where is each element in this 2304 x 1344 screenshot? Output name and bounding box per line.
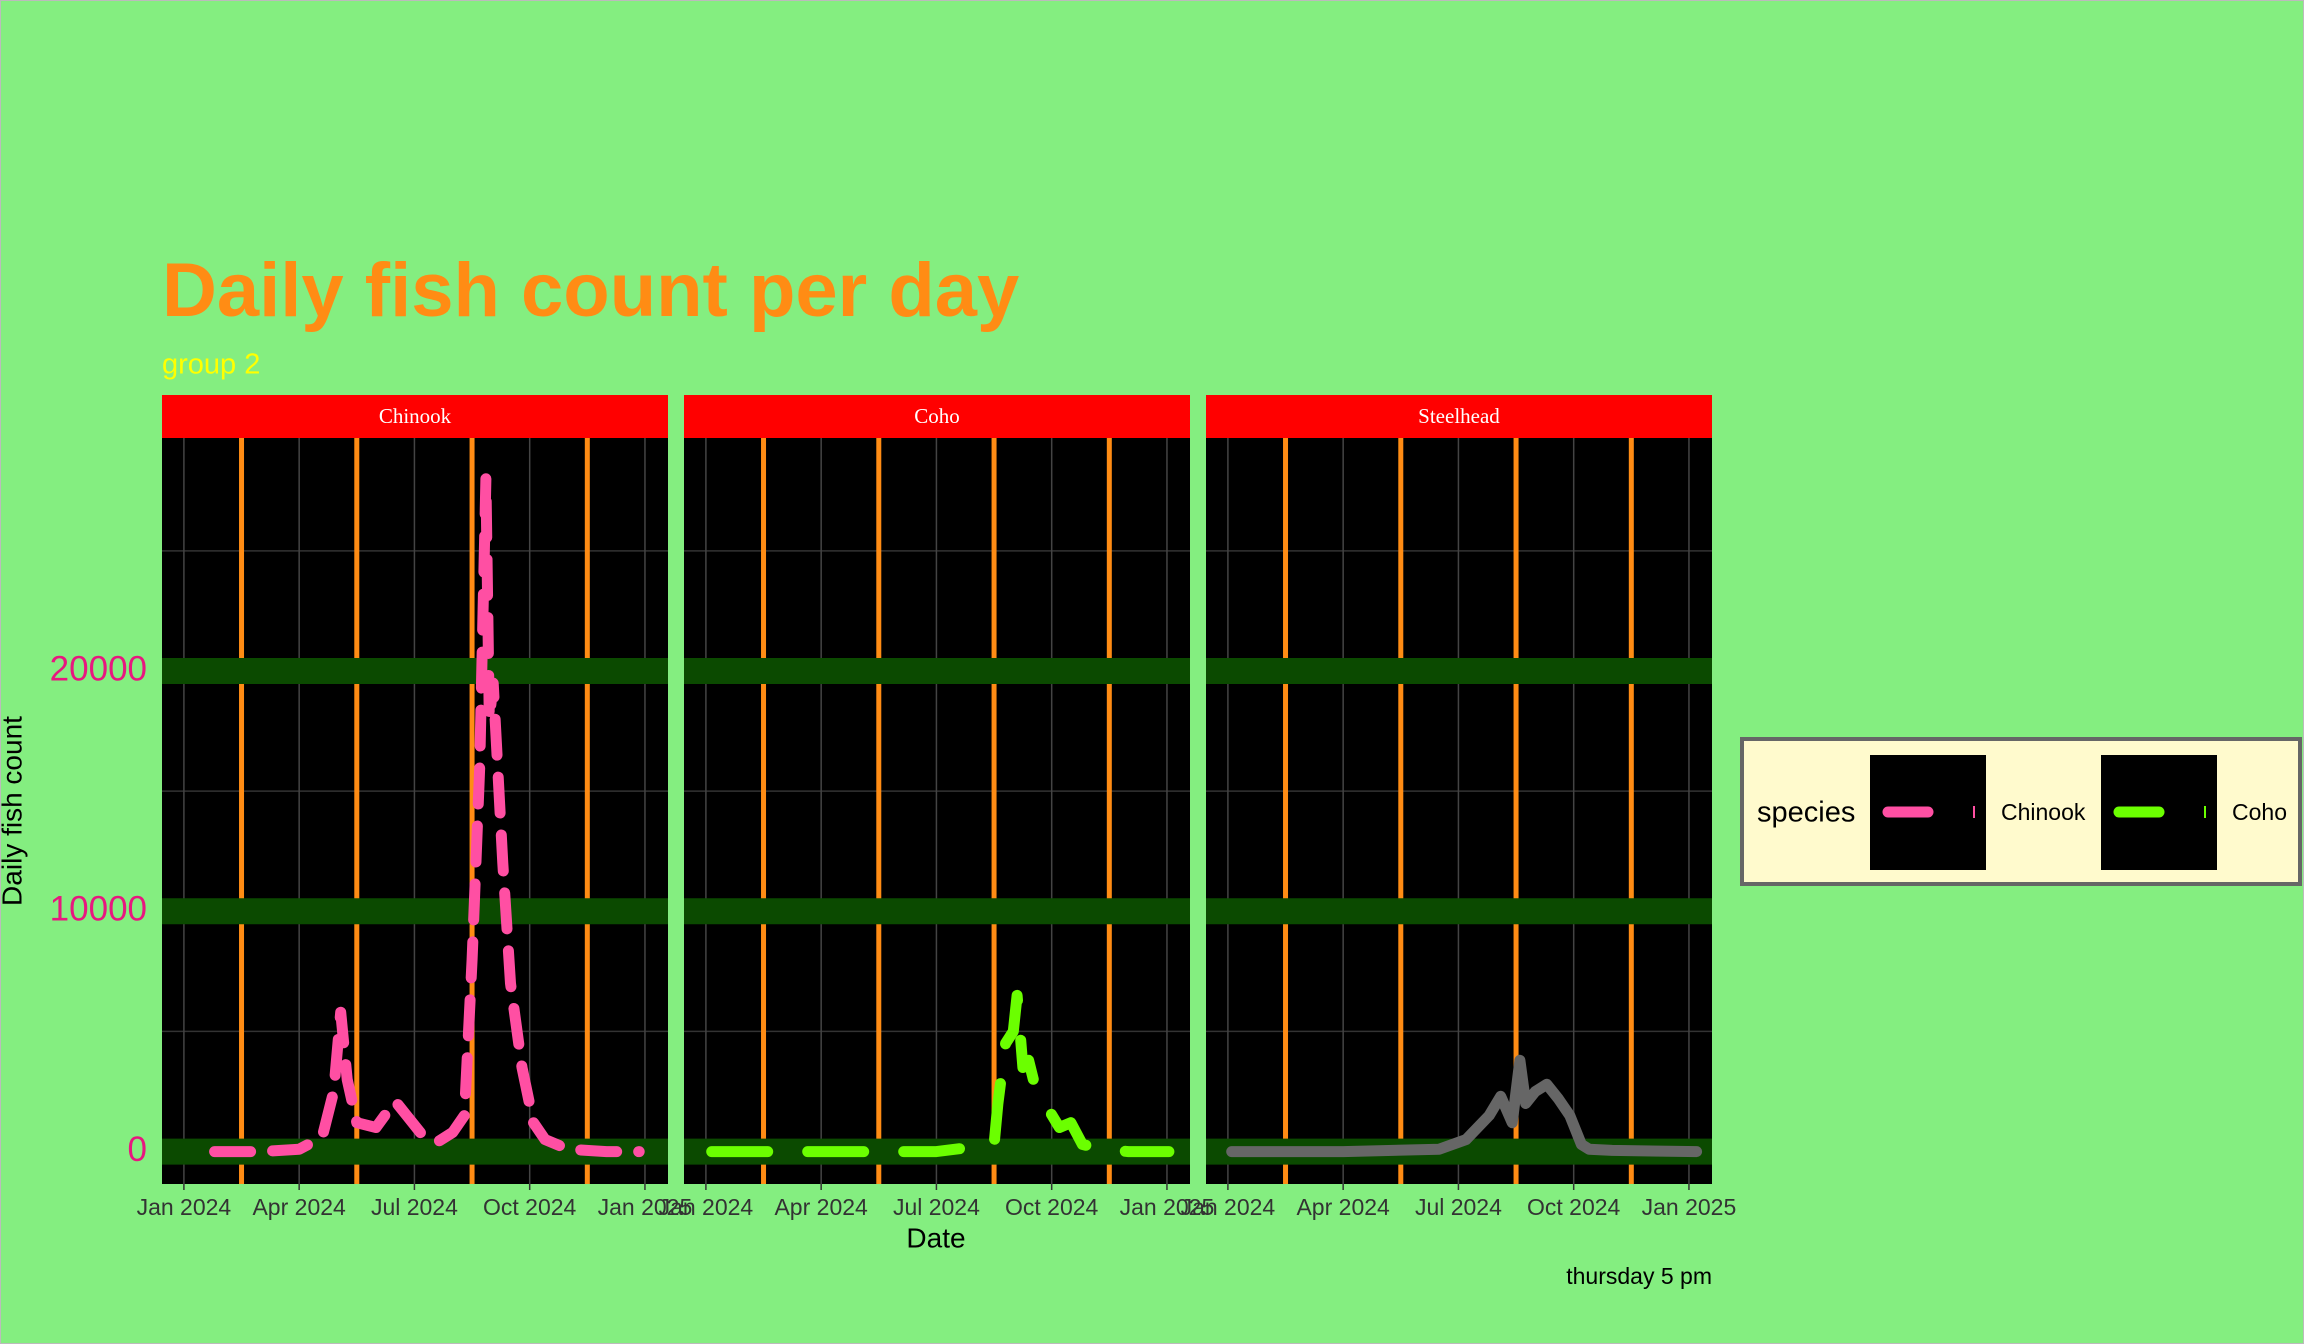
x-tick-label: Oct 2024	[1005, 1194, 1099, 1220]
legend-label: Coho	[2232, 799, 2287, 825]
facet-label: Steelhead	[1418, 404, 1500, 428]
x-tick-label: Jul 2024	[893, 1194, 980, 1220]
x-tick-label: Jan 2025	[1642, 1194, 1737, 1220]
x-tick-label: Apr 2024	[1296, 1194, 1390, 1220]
chart-subtitle: group 2	[162, 349, 260, 381]
y-axis-title: Daily fish count	[0, 716, 27, 906]
x-tick-label: Oct 2024	[1527, 1194, 1621, 1220]
x-tick-label: Apr 2024	[252, 1194, 346, 1220]
x-tick-label: Jan 2024	[1181, 1194, 1276, 1220]
x-tick-label: Jul 2024	[371, 1194, 458, 1220]
facet-strip	[684, 395, 1190, 438]
facet-strip	[162, 395, 668, 438]
y-tick-label: 0	[128, 1130, 147, 1169]
facet-strip	[1206, 395, 1712, 438]
caption: thursday 5 pm	[1566, 1263, 1712, 1289]
x-tick-label: Apr 2024	[774, 1194, 868, 1220]
x-tick-label: Jan 2025	[598, 1194, 693, 1220]
x-tick-label: Jul 2024	[1415, 1194, 1502, 1220]
facet-label: Coho	[914, 404, 960, 428]
legend-title: species	[1757, 797, 1855, 829]
data-line	[1226, 1054, 1703, 1158]
y-tick-label: 20000	[50, 649, 147, 688]
data-line	[209, 473, 645, 1158]
x-tick-label: Oct 2024	[483, 1194, 577, 1220]
x-tick-label: Jan 2024	[137, 1194, 232, 1220]
legend-label: Chinook	[2001, 799, 2086, 825]
x-axis-title: Date	[906, 1222, 965, 1253]
data-line	[706, 989, 1175, 1158]
x-tick-label: Jan 2024	[659, 1194, 754, 1220]
x-tick-label: Jan 2025	[1120, 1194, 1215, 1220]
y-tick-label: 10000	[50, 890, 147, 929]
chart-title: Daily fish count per day	[162, 248, 1019, 333]
facet-label: Chinook	[379, 404, 452, 428]
